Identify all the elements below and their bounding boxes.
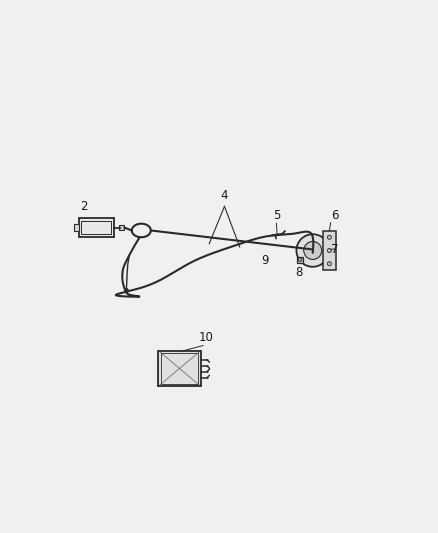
Circle shape — [327, 262, 332, 266]
Bar — [158, 351, 201, 386]
Text: 7: 7 — [332, 243, 339, 256]
Text: 6: 6 — [332, 208, 339, 222]
Text: 5: 5 — [273, 208, 281, 222]
Circle shape — [327, 248, 332, 253]
Bar — [161, 353, 198, 384]
Bar — [81, 221, 111, 234]
Bar — [323, 231, 336, 270]
Circle shape — [297, 234, 329, 267]
Circle shape — [298, 258, 302, 262]
Bar — [74, 224, 79, 231]
Text: 9: 9 — [261, 254, 269, 267]
Circle shape — [304, 241, 321, 260]
Text: 10: 10 — [198, 331, 213, 344]
Bar — [119, 225, 124, 230]
Text: 2: 2 — [80, 200, 88, 213]
Bar — [297, 256, 303, 263]
Text: 4: 4 — [221, 189, 228, 203]
Text: 8: 8 — [296, 266, 303, 279]
Bar — [78, 218, 114, 237]
Circle shape — [327, 235, 332, 239]
